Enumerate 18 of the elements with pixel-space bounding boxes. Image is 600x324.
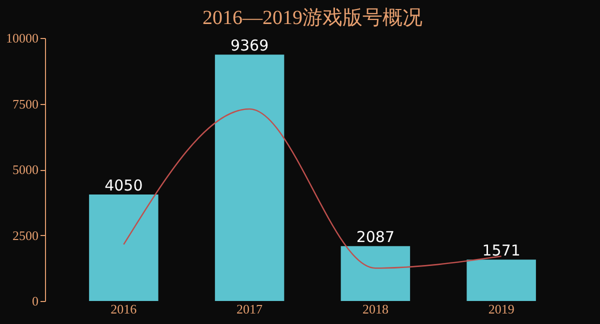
data-label: 1571 — [482, 242, 520, 260]
bar — [89, 194, 158, 301]
y-tick-label: 0 — [32, 294, 38, 308]
data-label: 9369 — [230, 36, 269, 55]
chart-title: 2016—2019游戏版号概况 — [202, 7, 422, 29]
bar — [214, 54, 284, 301]
bar — [340, 246, 410, 301]
x-tick-label: 2019 — [488, 302, 514, 316]
bar — [466, 260, 536, 301]
y-tick-label: 2500 — [12, 228, 38, 243]
x-tick-label: 2016 — [110, 302, 138, 316]
data-label: 2087 — [356, 228, 395, 246]
x-tick-label: 2017 — [236, 302, 264, 316]
x-tick-label: 2018 — [362, 302, 388, 316]
y-tick-label: 5000 — [12, 162, 38, 177]
data-label: 4050 — [104, 176, 143, 194]
y-tick-label: 10000 — [6, 30, 38, 46]
y-tick-label: 7500 — [12, 96, 38, 112]
